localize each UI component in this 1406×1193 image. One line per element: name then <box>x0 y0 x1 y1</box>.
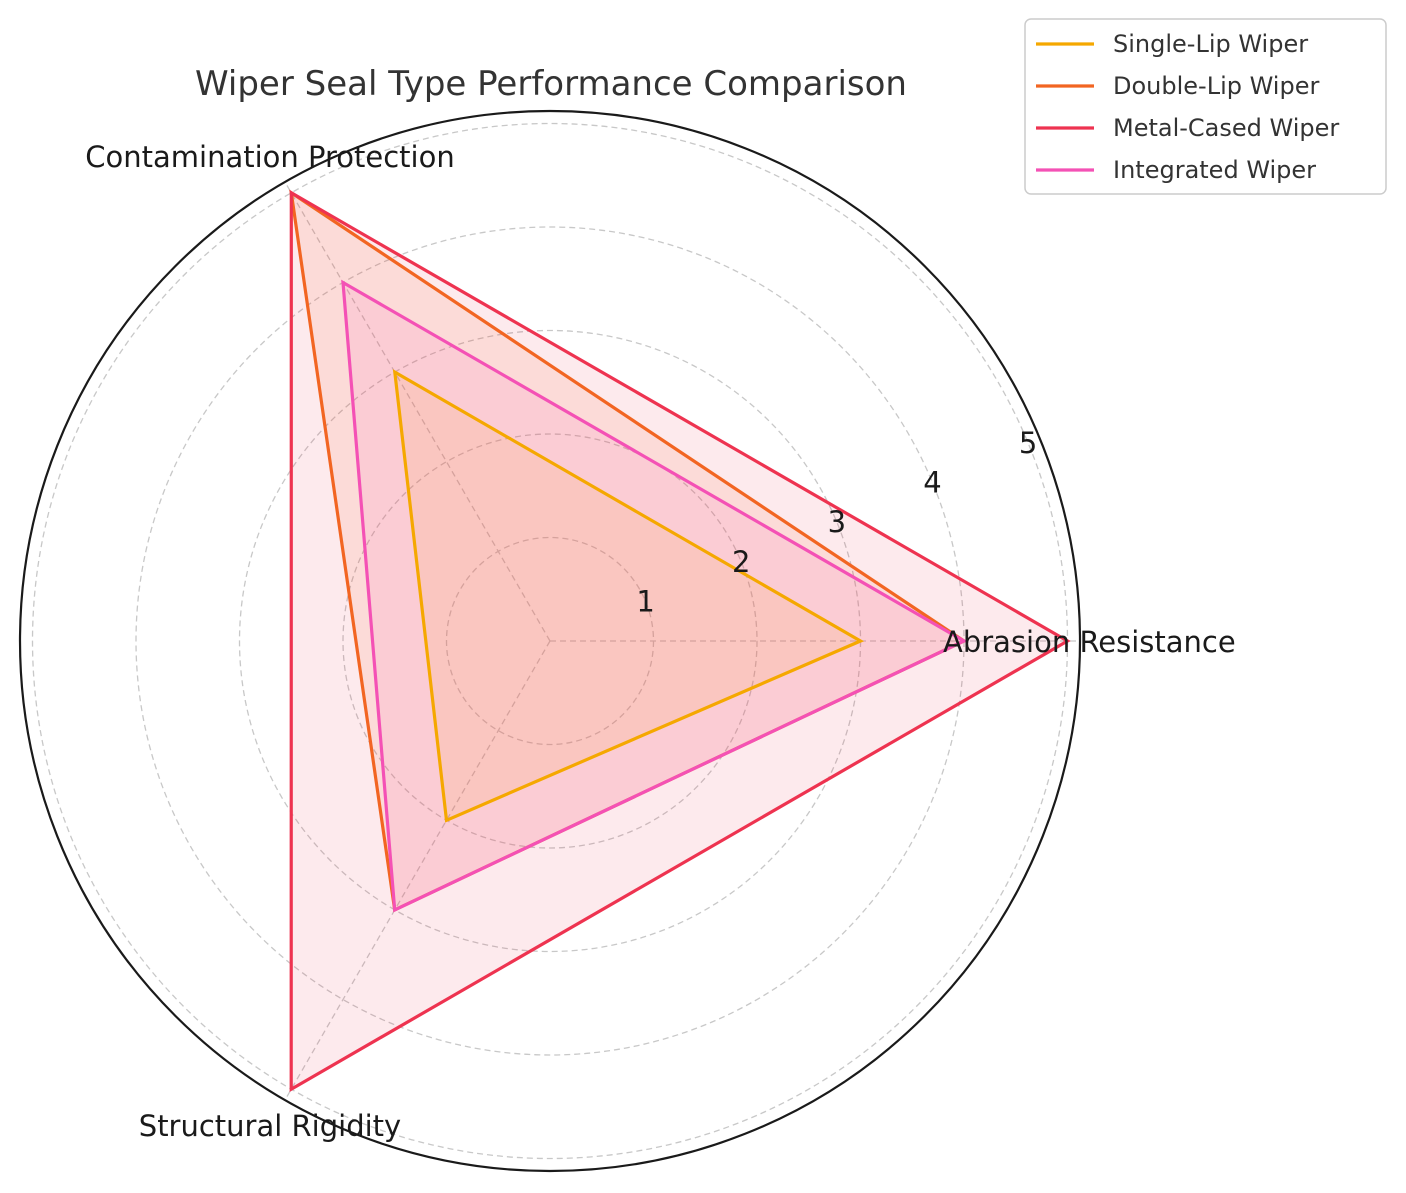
grid-ring-2 <box>342 433 758 849</box>
tick-label-1: 1 <box>636 584 654 618</box>
chart-title: Wiper Seal Type Performance Comparison <box>195 64 907 104</box>
tick-label-5: 5 <box>1019 426 1037 460</box>
legend-label-3: Integrated Wiper <box>1113 156 1316 184</box>
legend: Single-Lip Wiper Double-Lip Wiper Metal-Ca… <box>1024 18 1387 195</box>
tick-label-4: 4 <box>923 466 941 500</box>
tick-label-3: 3 <box>828 505 846 539</box>
tick-label-2: 2 <box>732 545 750 579</box>
legend-label-1: Double-Lip Wiper <box>1113 72 1319 100</box>
legend-label-0: Single-Lip Wiper <box>1113 30 1308 58</box>
legend-frame <box>1024 18 1387 195</box>
axis-label-0: Abrasion Resistance <box>943 625 1236 659</box>
series-line-3 <box>341 279 968 913</box>
axis-label-1: Contamination Protection <box>85 140 454 174</box>
spoke-1 <box>284 181 551 642</box>
outer-frame <box>18 109 1082 1173</box>
legend-label-2: Metal-Cased Wiper <box>1113 114 1339 142</box>
series-line-0 <box>392 369 865 823</box>
series-layer <box>289 189 1071 1092</box>
series-fill-0 <box>394 372 861 821</box>
axis-label-2: Structural Rigidity <box>139 1109 401 1143</box>
series-fill-1 <box>291 192 964 910</box>
series-fill-3 <box>343 282 964 910</box>
spoke-2 <box>284 640 551 1101</box>
labels: Abrasion Resistance Contamination Protect… <box>85 140 1235 1143</box>
series-line-2 <box>289 190 1071 1092</box>
series-fill-2 <box>291 192 1068 1090</box>
